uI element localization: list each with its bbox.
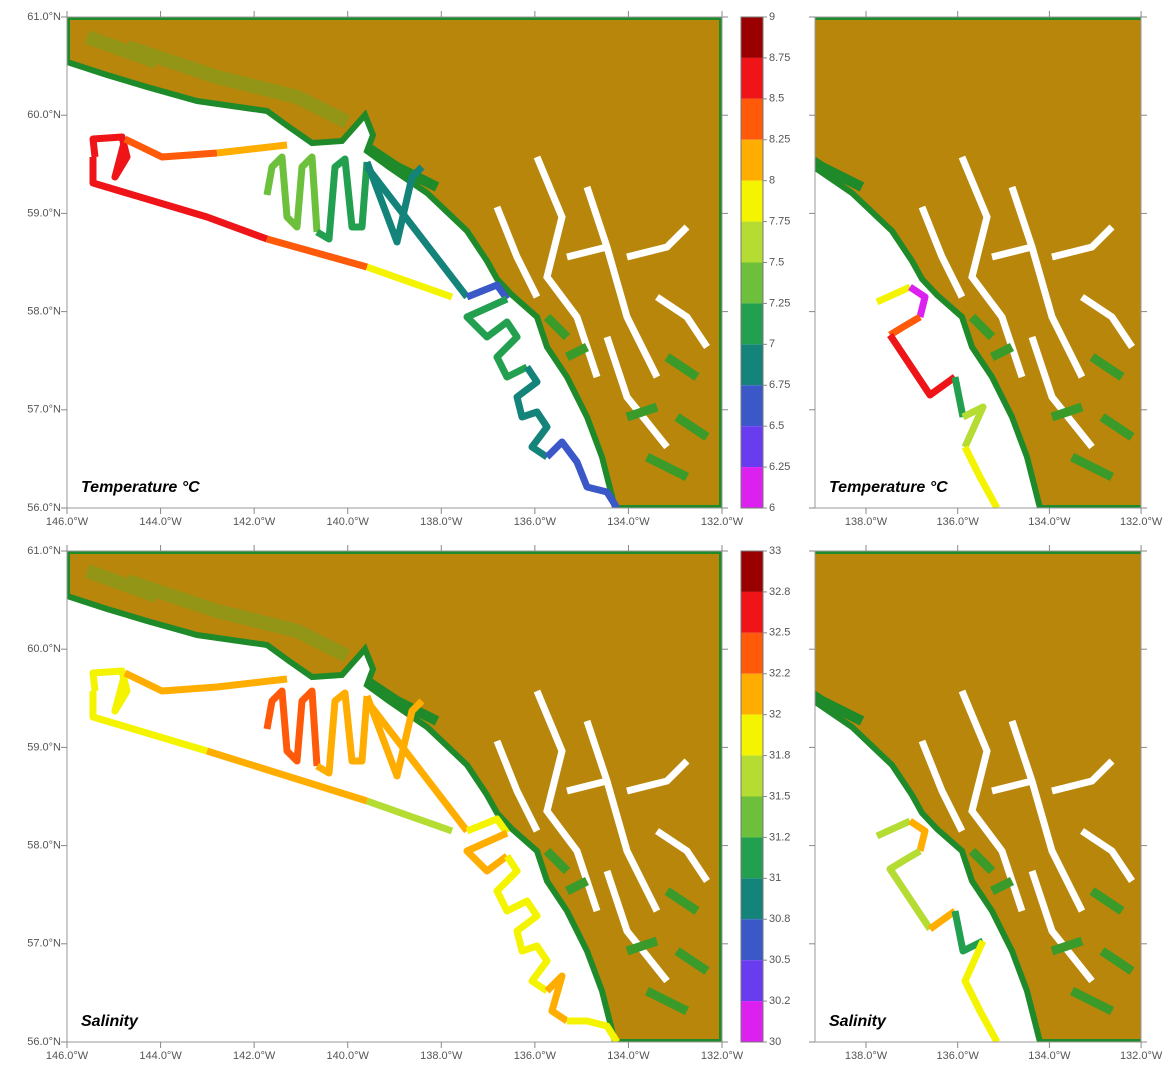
panel-label: Temperature °C xyxy=(829,479,948,496)
colorbar-tick-label: 8.75 xyxy=(769,52,790,64)
colorbar-tick-label: 30.8 xyxy=(769,913,790,925)
lon-tick-label: 136.0°W xyxy=(514,1050,557,1062)
colorbar-segment xyxy=(741,467,763,508)
colorbar-tick-label: 8.25 xyxy=(769,134,790,146)
colorbar-segment xyxy=(741,426,763,467)
panel-label: Salinity xyxy=(829,1013,887,1030)
colorbar-tick-label: 9 xyxy=(769,11,775,23)
colorbar-segment xyxy=(741,303,763,344)
colorbar-tick-label: 31.8 xyxy=(769,749,790,761)
colorbar-segment xyxy=(741,344,763,385)
lon-tick-label: 144.0°W xyxy=(139,516,182,528)
lat-tick-label: 57.0°N xyxy=(27,404,61,416)
lon-tick-label: 134.0°W xyxy=(607,1050,650,1062)
lon-tick-label: 146.0°W xyxy=(46,1050,89,1062)
colorbar-tick-label: 7.5 xyxy=(769,256,784,268)
colorbar-segment xyxy=(741,797,763,838)
panel-label: Temperature °C xyxy=(81,479,200,496)
lon-tick-label: 136.0°W xyxy=(514,516,557,528)
colorbar-tick-label: 7.25 xyxy=(769,297,790,309)
map-area xyxy=(67,551,722,1042)
lat-tick-label: 59.0°N xyxy=(27,207,61,219)
colorbar-tick-label: 7 xyxy=(769,338,775,350)
colorbar-segment xyxy=(741,263,763,304)
colorbar-tick-label: 7.75 xyxy=(769,215,790,227)
colorbar-segment xyxy=(741,878,763,919)
colorbar-segment xyxy=(741,960,763,1001)
lat-tick-label: 56.0°N xyxy=(27,1036,61,1048)
lon-tick-label: 132.0°W xyxy=(1120,516,1163,528)
colorbar-segment xyxy=(741,633,763,674)
colorbar-segment xyxy=(741,674,763,715)
lat-tick-label: 60.0°N xyxy=(27,109,61,121)
colorbar-tick-label: 6 xyxy=(769,502,775,514)
colorbar-segment xyxy=(741,551,763,592)
colorbar-tick-label: 8.5 xyxy=(769,93,784,105)
map-area xyxy=(67,17,722,508)
colorbar: 9 8.75 8.5 8.25 8 7.75 7.5 7.25 7 6.75 6.5 6.25 6 xyxy=(741,11,790,514)
lon-tick-label: 142.0°W xyxy=(233,1050,276,1062)
lon-tick-label: 136.0°W xyxy=(937,1050,980,1062)
lon-tick-label: 134.0°W xyxy=(1028,1050,1071,1062)
lon-tick-label: 132.0°W xyxy=(1120,1050,1163,1062)
lon-tick-label: 132.0°W xyxy=(701,516,744,528)
lon-tick-label: 142.0°W xyxy=(233,516,276,528)
lat-tick-label: 57.0°N xyxy=(27,938,61,950)
colorbar-tick-label: 30 xyxy=(769,1036,781,1048)
colorbar-tick-label: 31.5 xyxy=(769,790,790,802)
lon-tick-label: 136.0°W xyxy=(937,516,980,528)
map-panel: Temperature °C 146.0°W 144.0°W 142.0°W 140.0… xyxy=(27,11,744,528)
colorbar-segment xyxy=(741,140,763,181)
lon-tick-label: 144.0°W xyxy=(139,1050,182,1062)
lon-tick-label: 140.0°W xyxy=(327,516,370,528)
colorbar-segment xyxy=(741,222,763,263)
colorbar-tick-label: 32 xyxy=(769,709,781,721)
colorbar: 33 32.8 32.5 32.2 32 31.8 31.5 31.2 31 30.8 30.5 30… xyxy=(741,545,790,1048)
lat-tick-label: 59.0°N xyxy=(27,741,61,753)
colorbar-tick-label: 6.75 xyxy=(769,379,790,391)
lon-tick-label: 132.0°W xyxy=(701,1050,744,1062)
colorbar-segment xyxy=(741,58,763,99)
colorbar-tick-label: 32.2 xyxy=(769,668,790,680)
colorbar-segment xyxy=(741,756,763,797)
colorbar-segment xyxy=(741,715,763,756)
colorbar-segment xyxy=(741,385,763,426)
colorbar-segment xyxy=(741,592,763,633)
lon-tick-label: 138.0°W xyxy=(845,1050,888,1062)
colorbar-tick-label: 8 xyxy=(769,175,775,187)
colorbar-segment xyxy=(741,99,763,140)
lat-tick-label: 60.0°N xyxy=(27,643,61,655)
colorbar-tick-label: 6.5 xyxy=(769,420,784,432)
colorbar-tick-label: 30.2 xyxy=(769,995,790,1007)
lon-tick-label: 146.0°W xyxy=(46,516,89,528)
lon-tick-label: 134.0°W xyxy=(1028,516,1071,528)
colorbar-segment xyxy=(741,181,763,222)
lon-tick-label: 138.0°W xyxy=(420,1050,463,1062)
lat-tick-label: 61.0°N xyxy=(27,545,61,557)
colorbar-tick-label: 6.25 xyxy=(769,461,790,473)
colorbar-tick-label: 31 xyxy=(769,872,781,884)
colorbar-segment xyxy=(741,919,763,960)
land xyxy=(67,17,722,508)
colorbar-segment xyxy=(741,17,763,58)
colorbar-tick-label: 32.8 xyxy=(769,586,790,598)
colorbar-segment xyxy=(741,837,763,878)
lon-tick-label: 138.0°W xyxy=(420,516,463,528)
lat-tick-label: 58.0°N xyxy=(27,840,61,852)
lon-tick-label: 134.0°W xyxy=(607,516,650,528)
lat-tick-label: 58.0°N xyxy=(27,306,61,318)
lon-tick-label: 140.0°W xyxy=(327,1050,370,1062)
colorbar-tick-label: 30.5 xyxy=(769,954,790,966)
lat-tick-label: 56.0°N xyxy=(27,502,61,514)
colorbar-tick-label: 32.5 xyxy=(769,627,790,639)
panel-label: Salinity xyxy=(81,1013,139,1030)
lon-tick-label: 138.0°W xyxy=(845,516,888,528)
colorbar-segment xyxy=(741,1001,763,1042)
lat-tick-label: 61.0°N xyxy=(27,11,61,23)
map-panel: Salinity 146.0°W 144.0°W 142.0°W 140.0°W 138.… xyxy=(27,545,744,1062)
land xyxy=(67,551,722,1042)
figure: Temperature °C 146.0°W 144.0°W 142.0°W 140.0… xyxy=(0,0,1168,1074)
colorbar-tick-label: 31.2 xyxy=(769,831,790,843)
colorbar-tick-label: 33 xyxy=(769,545,781,557)
